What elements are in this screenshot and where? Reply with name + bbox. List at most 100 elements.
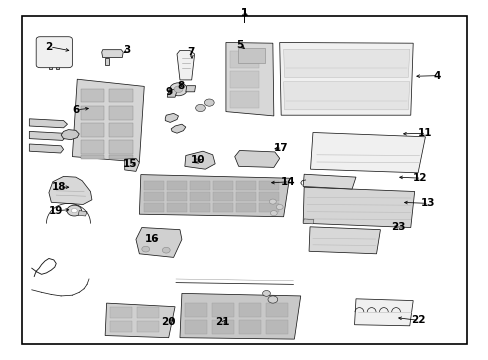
Text: 1: 1 bbox=[241, 8, 247, 18]
Polygon shape bbox=[213, 203, 232, 212]
Text: 9: 9 bbox=[165, 87, 172, 97]
Polygon shape bbox=[61, 130, 79, 140]
Polygon shape bbox=[81, 106, 104, 120]
Polygon shape bbox=[180, 293, 300, 339]
Polygon shape bbox=[279, 42, 412, 115]
Polygon shape bbox=[109, 89, 132, 102]
Polygon shape bbox=[190, 181, 209, 190]
Polygon shape bbox=[109, 140, 132, 154]
Polygon shape bbox=[265, 303, 287, 317]
Polygon shape bbox=[283, 82, 409, 110]
Polygon shape bbox=[283, 49, 409, 77]
Polygon shape bbox=[167, 181, 186, 190]
Polygon shape bbox=[238, 48, 264, 63]
Circle shape bbox=[270, 211, 277, 216]
Circle shape bbox=[67, 205, 81, 216]
Circle shape bbox=[169, 83, 187, 96]
Polygon shape bbox=[229, 51, 259, 68]
Polygon shape bbox=[105, 303, 175, 338]
Text: 12: 12 bbox=[412, 173, 427, 183]
Polygon shape bbox=[229, 91, 259, 108]
Polygon shape bbox=[184, 151, 215, 169]
Text: 10: 10 bbox=[190, 155, 205, 165]
Polygon shape bbox=[185, 86, 195, 92]
Polygon shape bbox=[110, 307, 132, 318]
Text: 11: 11 bbox=[417, 128, 432, 138]
Polygon shape bbox=[165, 113, 178, 122]
Polygon shape bbox=[303, 187, 414, 228]
Polygon shape bbox=[236, 181, 255, 190]
Polygon shape bbox=[49, 176, 92, 204]
Circle shape bbox=[267, 296, 277, 303]
FancyBboxPatch shape bbox=[36, 37, 72, 68]
Polygon shape bbox=[81, 123, 104, 137]
Polygon shape bbox=[303, 219, 313, 224]
Text: 4: 4 bbox=[433, 71, 441, 81]
Polygon shape bbox=[177, 50, 194, 80]
Polygon shape bbox=[56, 66, 59, 69]
Circle shape bbox=[162, 247, 170, 253]
Polygon shape bbox=[167, 89, 177, 97]
Circle shape bbox=[204, 99, 214, 106]
Polygon shape bbox=[234, 150, 279, 167]
Polygon shape bbox=[144, 192, 163, 201]
Polygon shape bbox=[190, 203, 209, 212]
Polygon shape bbox=[184, 320, 207, 334]
Polygon shape bbox=[211, 303, 234, 317]
Text: 8: 8 bbox=[177, 81, 184, 91]
Text: 1: 1 bbox=[241, 8, 247, 18]
Polygon shape bbox=[303, 174, 355, 189]
Polygon shape bbox=[136, 228, 182, 257]
Text: 20: 20 bbox=[161, 317, 176, 327]
Text: 18: 18 bbox=[51, 182, 66, 192]
Polygon shape bbox=[109, 155, 132, 159]
Polygon shape bbox=[102, 50, 123, 58]
Circle shape bbox=[276, 204, 283, 210]
Polygon shape bbox=[144, 181, 163, 190]
Polygon shape bbox=[171, 124, 185, 133]
Polygon shape bbox=[81, 140, 104, 154]
Polygon shape bbox=[109, 106, 132, 120]
Circle shape bbox=[71, 208, 77, 213]
Text: 3: 3 bbox=[123, 45, 130, 55]
Text: 23: 23 bbox=[390, 222, 405, 232]
Polygon shape bbox=[139, 175, 289, 217]
Circle shape bbox=[174, 86, 183, 93]
Polygon shape bbox=[29, 144, 63, 153]
Text: 7: 7 bbox=[186, 47, 194, 57]
Circle shape bbox=[269, 199, 276, 204]
Polygon shape bbox=[29, 131, 66, 140]
Text: 2: 2 bbox=[45, 42, 52, 52]
Polygon shape bbox=[49, 66, 52, 69]
Text: 19: 19 bbox=[49, 206, 63, 216]
Text: 16: 16 bbox=[144, 234, 159, 244]
Text: 15: 15 bbox=[122, 159, 137, 169]
Text: 13: 13 bbox=[420, 198, 434, 208]
Polygon shape bbox=[213, 192, 232, 201]
Polygon shape bbox=[236, 192, 255, 201]
Polygon shape bbox=[229, 71, 259, 88]
Polygon shape bbox=[238, 320, 261, 334]
Circle shape bbox=[262, 291, 270, 296]
Polygon shape bbox=[259, 192, 278, 201]
Text: 6: 6 bbox=[72, 105, 79, 115]
Polygon shape bbox=[78, 211, 87, 216]
Polygon shape bbox=[144, 203, 163, 212]
Polygon shape bbox=[211, 320, 234, 334]
Text: 17: 17 bbox=[273, 143, 288, 153]
Text: 21: 21 bbox=[215, 317, 229, 327]
Polygon shape bbox=[310, 132, 425, 173]
Text: 5: 5 bbox=[236, 40, 243, 50]
Text: 14: 14 bbox=[281, 177, 295, 187]
Polygon shape bbox=[354, 299, 412, 326]
Polygon shape bbox=[137, 321, 159, 332]
Polygon shape bbox=[265, 320, 287, 334]
Polygon shape bbox=[236, 203, 255, 212]
Polygon shape bbox=[72, 79, 144, 162]
Polygon shape bbox=[225, 42, 273, 116]
Circle shape bbox=[195, 104, 205, 112]
Polygon shape bbox=[190, 192, 209, 201]
Polygon shape bbox=[137, 307, 159, 318]
Polygon shape bbox=[81, 155, 104, 159]
Polygon shape bbox=[238, 303, 261, 317]
